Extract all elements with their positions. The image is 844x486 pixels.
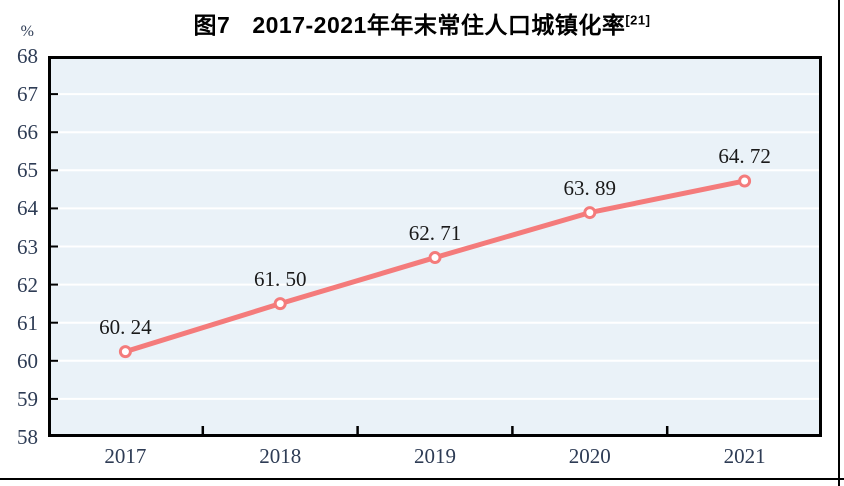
data-point-marker [428, 251, 442, 265]
chart-figure-number: 图7 [193, 12, 231, 38]
data-point-marker [118, 345, 132, 359]
x-tick-label: 2018 [259, 444, 302, 468]
data-point-marker [273, 297, 287, 311]
y-tick-label: 58 [17, 425, 38, 449]
x-tick-label: 2021 [723, 444, 766, 468]
data-point-marker [583, 206, 597, 220]
data-point-label: 63. 89 [563, 175, 617, 200]
y-tick-label: 66 [17, 120, 38, 145]
x-tick-label: 2020 [568, 444, 611, 468]
data-point-label: 60. 24 [99, 314, 152, 339]
y-tick-label: 61 [17, 310, 38, 335]
data-point-marker [738, 174, 752, 188]
data-point-label: 64. 72 [718, 143, 771, 168]
y-tick-label: 65 [17, 158, 38, 183]
chart-title: 图7 2017-2021年年末常住人口城镇化率[21] [0, 6, 844, 40]
chart-title-text: 2017-2021年年末常住人口城镇化率 [252, 12, 626, 38]
y-tick-label: 59 [17, 386, 38, 411]
y-tick-label: 60 [17, 348, 38, 373]
page-border-bottom [0, 478, 844, 480]
x-tick-label: 2019 [414, 444, 456, 468]
data-point-label: 61. 50 [253, 266, 307, 291]
y-tick-label: 64 [17, 196, 38, 221]
y-tick-label: 67 [17, 82, 38, 107]
x-tick-label: 2017 [104, 444, 147, 468]
y-axis-unit-label: % [20, 23, 34, 40]
y-tick-label: 68 [17, 44, 38, 68]
y-tick-label: 63 [17, 234, 38, 259]
data-point-label: 62. 71 [408, 220, 462, 245]
chart-title-footnote-ref: [21] [625, 12, 651, 28]
page-border-right [838, 0, 840, 486]
y-tick-label: 62 [17, 272, 38, 297]
